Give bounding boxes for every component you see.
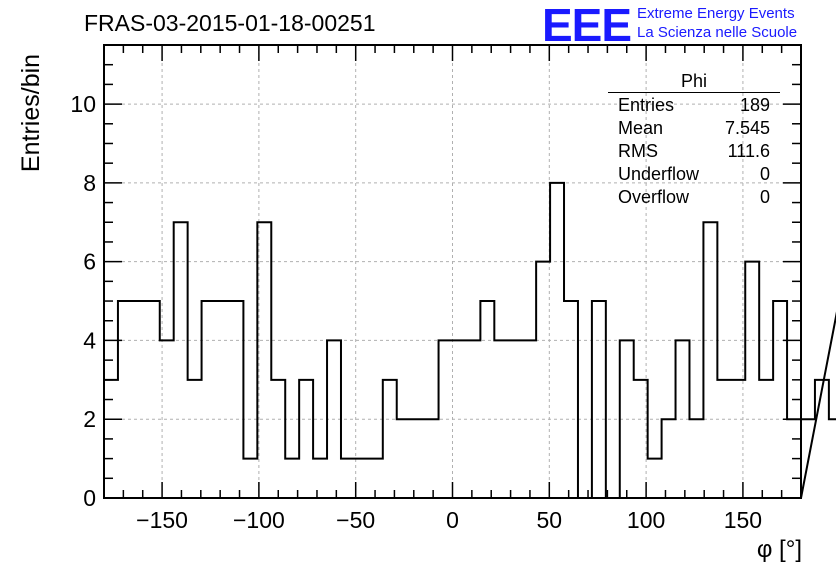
y-tick-label: 6 [83, 249, 96, 275]
x-tick-label: −50 [336, 507, 375, 533]
stats-label: Mean [618, 118, 664, 138]
x-tick-label: 100 [627, 507, 665, 533]
x-tick-labels: −150 −100 −50 0 50 100 150 [136, 507, 762, 533]
logo-line-2: La Scienza nelle Scuole [637, 24, 798, 41]
axis-ticks [103, 44, 802, 499]
x-tick-label: −100 [233, 507, 285, 533]
histogram-line [103, 181, 836, 499]
stats-row-underflow: Underflow 0 [608, 163, 780, 186]
stats-label: Entries [618, 95, 675, 115]
y-tick-label: 2 [83, 406, 96, 432]
x-tick-label: −150 [136, 507, 188, 533]
stats-value: 189 [739, 95, 770, 115]
stats-value: 111.6 [727, 141, 770, 161]
stats-box: Phi Entries 189 Mean 7.545 RMS 111.6 Und… [608, 70, 780, 209]
y-tick-label: 10 [70, 91, 96, 117]
y-axis-label: Entries/bin [17, 53, 45, 173]
stats-value: 7.545 [724, 118, 770, 138]
y-tick-label: 4 [83, 327, 96, 353]
x-tick-label: 50 [537, 507, 563, 533]
stats-row-overflow: Overflow 0 [608, 186, 780, 209]
logo-line-1: Extreme Energy Events [637, 5, 795, 22]
y-tick-label: 8 [83, 170, 96, 196]
stats-value: 0 [759, 164, 770, 184]
stats-row-entries: Entries 189 [608, 94, 780, 117]
eee-logo: EEE [542, 0, 632, 51]
stats-row-mean: Mean 7.545 [608, 117, 780, 140]
stats-label: Underflow [618, 164, 700, 184]
stats-value: 0 [759, 187, 770, 207]
x-tick-label: 150 [724, 507, 762, 533]
run-title: FRAS-03-2015-01-18-00251 [84, 10, 376, 36]
stats-row-rms: RMS 111.6 [608, 140, 780, 163]
stats-name: Phi [680, 71, 707, 91]
stats-label: Overflow [618, 187, 690, 207]
y-tick-label: 0 [83, 485, 96, 511]
stats-label: RMS [618, 141, 658, 161]
y-tick-labels: 0 2 4 6 8 10 [70, 91, 96, 511]
stats-divider [608, 92, 780, 93]
x-axis-label: φ [°] [756, 536, 802, 563]
x-tick-label: 0 [446, 507, 459, 533]
